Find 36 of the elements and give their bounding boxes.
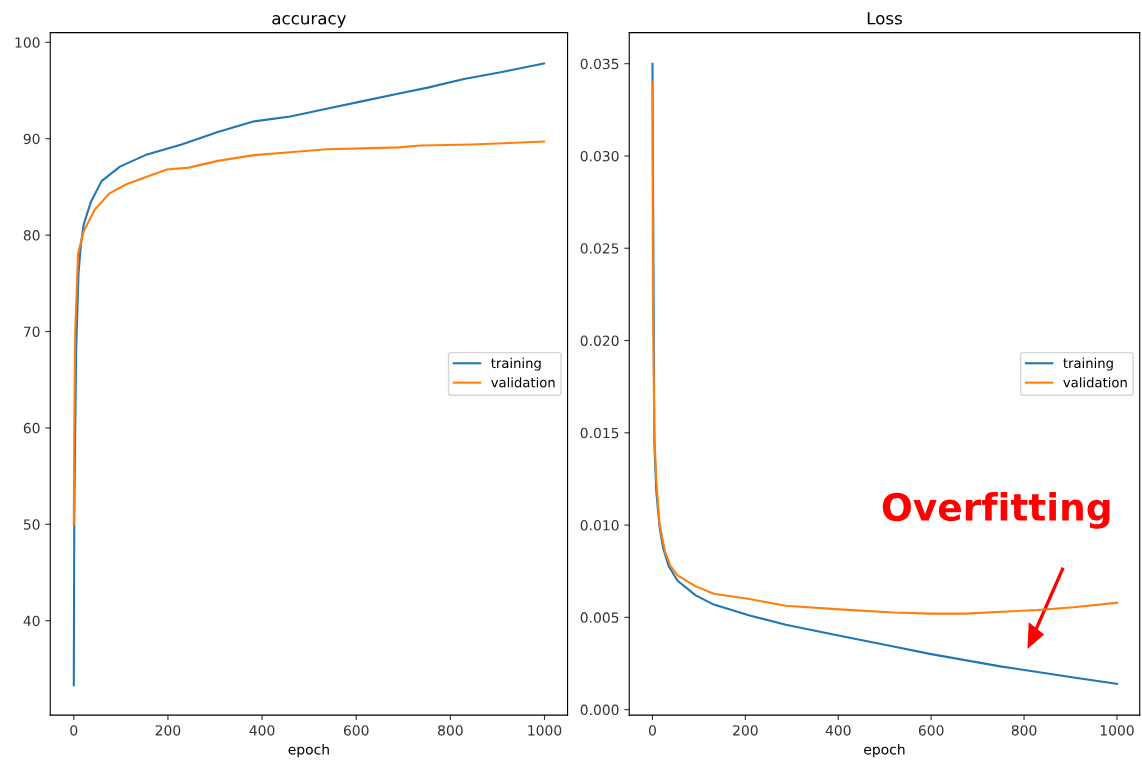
x-tick-label: 600 (343, 725, 369, 736)
x-tick-label: 1000 (528, 725, 562, 736)
chart-title: Loss (867, 12, 902, 25)
chart-title: accuracy (272, 15, 347, 28)
x-tick-label: 400 (825, 725, 851, 736)
x-tick-label: 400 (249, 725, 275, 736)
y-tick-label: 60 (23, 422, 40, 434)
x-tick-label: 200 (733, 725, 758, 736)
y-tick-label: 90 (23, 133, 40, 145)
y-tick-label: 0.000 (580, 704, 619, 716)
y-tick-label: 0.030 (580, 150, 619, 162)
x-tick-label: 800 (1011, 725, 1037, 736)
legend-label: training (1063, 357, 1113, 371)
x-tick-label: 800 (438, 725, 463, 736)
y-tick-label: 0.010 (580, 520, 619, 531)
x-tick-label: 600 (918, 725, 944, 736)
y-tick-label: 0.020 (580, 335, 619, 346)
x-tick-label: 1000 (1100, 725, 1134, 736)
y-tick-label: 0.035 (580, 58, 619, 70)
y-tick-label: 100 (15, 37, 40, 48)
x-tick-label: 200 (155, 725, 181, 736)
y-tick-label: 50 (23, 519, 40, 530)
y-tick-label: 70 (23, 326, 40, 337)
x-tick-label: 0 (70, 725, 78, 736)
y-tick-label: 0.025 (580, 243, 619, 254)
legend-label: validation (1063, 377, 1127, 388)
x-tick-label: 0 (648, 725, 656, 736)
x-axis-title: epoch (864, 743, 905, 758)
y-tick-label: 0.005 (580, 612, 619, 623)
x-axis-title: epoch (288, 743, 329, 758)
y-tick-label: 80 (23, 230, 40, 241)
y-tick-label: 40 (23, 615, 40, 627)
y-tick-label: 0.015 (580, 427, 619, 439)
legend-label: validation (491, 377, 555, 388)
legend-label: training (491, 357, 541, 371)
annotation: Overfitting (882, 492, 1110, 529)
